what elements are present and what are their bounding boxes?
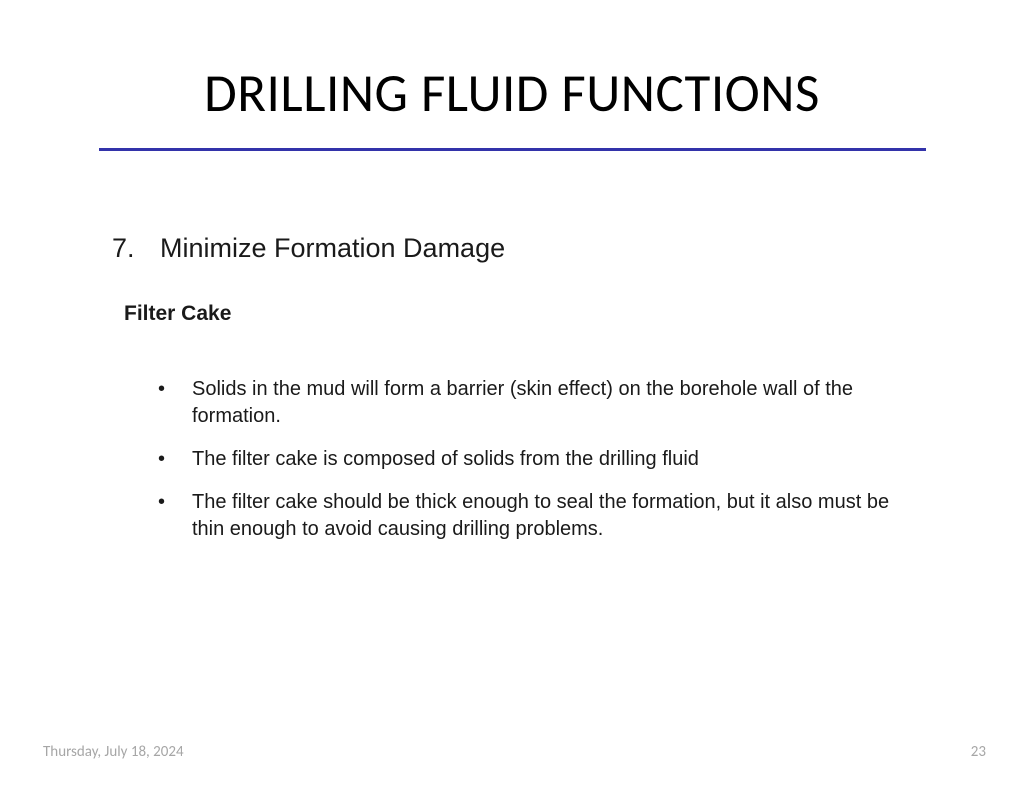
bullet-text: The filter cake should be thick enough t…: [192, 491, 889, 540]
bullet-list: Solids in the mud will form a barrier (s…: [150, 376, 910, 559]
title-divider: [99, 148, 926, 151]
list-item: Solids in the mud will form a barrier (s…: [150, 376, 910, 430]
bullet-text: The filter cake is composed of solids fr…: [192, 448, 699, 470]
footer-date: Thursday, July 18, 2024: [43, 743, 184, 761]
bullet-text: Solids in the mud will form a barrier (s…: [192, 378, 853, 427]
sub-heading: Filter Cake: [124, 302, 231, 326]
list-item: The filter cake should be thick enough t…: [150, 489, 910, 543]
slide-title: DRILLING FLUID FUNCTIONS: [0, 62, 1024, 126]
section-number: 7.: [112, 233, 135, 264]
section-heading: Minimize Formation Damage: [160, 233, 505, 264]
slide-container: DRILLING FLUID FUNCTIONS 7. Minimize For…: [0, 0, 1024, 791]
list-item: The filter cake is composed of solids fr…: [150, 446, 910, 473]
footer-page-number: 23: [971, 743, 986, 761]
